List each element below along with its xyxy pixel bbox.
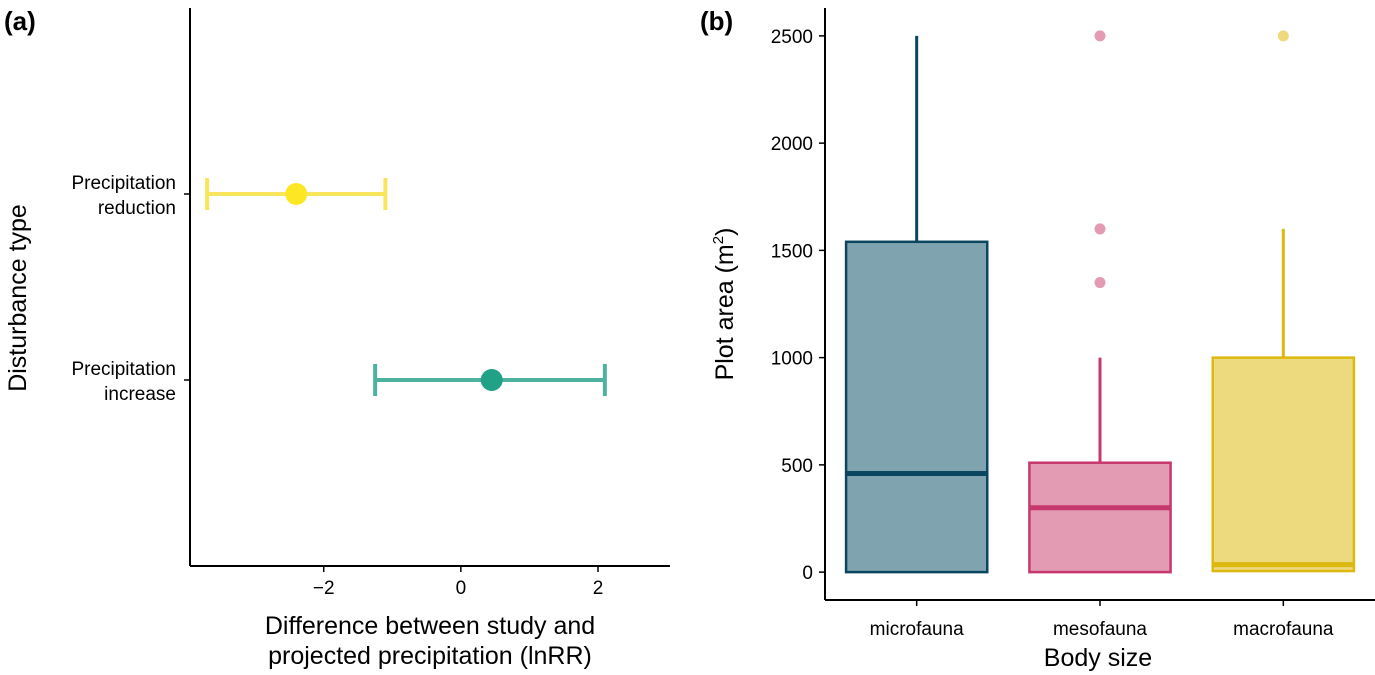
- y-tick-label-1-1: increase: [104, 384, 176, 405]
- outlier-mesofauna-0: [1094, 277, 1106, 289]
- panel-b-x-ticks: microfauna mesofauna macrofauna: [870, 600, 1334, 640]
- y-tick-label-1: 500: [781, 456, 813, 477]
- x-tick-label-0: −2: [313, 578, 335, 599]
- estimate-point-0: [285, 183, 308, 205]
- panel-a-x-axis-title-line2: projected precipitation (lnRR): [268, 642, 592, 670]
- y-tick-label-0-0: Precipitation: [71, 173, 176, 194]
- y-tick-label-2: 1000: [771, 349, 813, 370]
- panel-a-y-ticks: Precipitation reduction Precipitation incre…: [71, 173, 190, 405]
- panel-a-label: (a): [4, 6, 36, 36]
- x-tick-label-macrofauna: macrofauna: [1233, 619, 1334, 640]
- outlier-mesofauna-1: [1094, 223, 1106, 235]
- panel-b-outliers: [1094, 30, 1289, 289]
- box-mesofauna: [1028, 461, 1172, 574]
- panel-a-error-bars: [205, 178, 607, 396]
- panel-a-points: [285, 183, 503, 391]
- panel-a-x-axis-title-line1: Difference between study and: [265, 612, 595, 640]
- x-tick-label-microfauna: microfauna: [870, 619, 964, 640]
- panel-b-boxes: [844, 35, 1356, 574]
- y-tick-label-4: 2000: [771, 134, 813, 155]
- panel-a-y-axis-title: Disturbance type: [4, 204, 32, 392]
- y-tick-label-1-0: Precipitation: [71, 359, 176, 380]
- y-tick-label-0-1: reduction: [98, 198, 176, 219]
- y-tick-label-5: 2500: [771, 27, 813, 48]
- outlier-mesofauna-2: [1094, 30, 1106, 42]
- panel-a: (a) Precipitation reduction Precipitation i…: [4, 6, 670, 670]
- panel-b: (b) 0 500 1000 1500 2000 2500 microfauna mesof…: [700, 6, 1375, 672]
- outlier-macrofauna-0: [1277, 30, 1289, 42]
- x-tick-label-mesofauna: mesofauna: [1053, 619, 1147, 640]
- x-tick-label-1: 0: [456, 578, 467, 599]
- y-tick-label-0: 0: [802, 563, 813, 584]
- panel-b-y-ticks: 0 500 1000 1500 2000 2500: [771, 27, 825, 584]
- y-tick-label-3: 1500: [771, 241, 813, 262]
- panel-b-y-axis-title-main: Plot area (m: [711, 244, 739, 380]
- panel-a-x-ticks: −2 0 2: [313, 566, 603, 599]
- panel-b-y-axis-title: Plot area (m2): [710, 228, 739, 381]
- panel-b-label: (b): [700, 6, 733, 36]
- box-macrofauna: [1211, 356, 1356, 573]
- x-tick-label-2: 2: [593, 578, 604, 599]
- estimate-point-1: [480, 369, 503, 391]
- panel-b-y-axis-title-superscript: 2: [710, 236, 727, 244]
- panel-b-x-axis-title: Body size: [1044, 644, 1152, 672]
- panel-b-y-axis-title-suffix: ): [711, 228, 739, 236]
- box-microfauna: [844, 240, 989, 574]
